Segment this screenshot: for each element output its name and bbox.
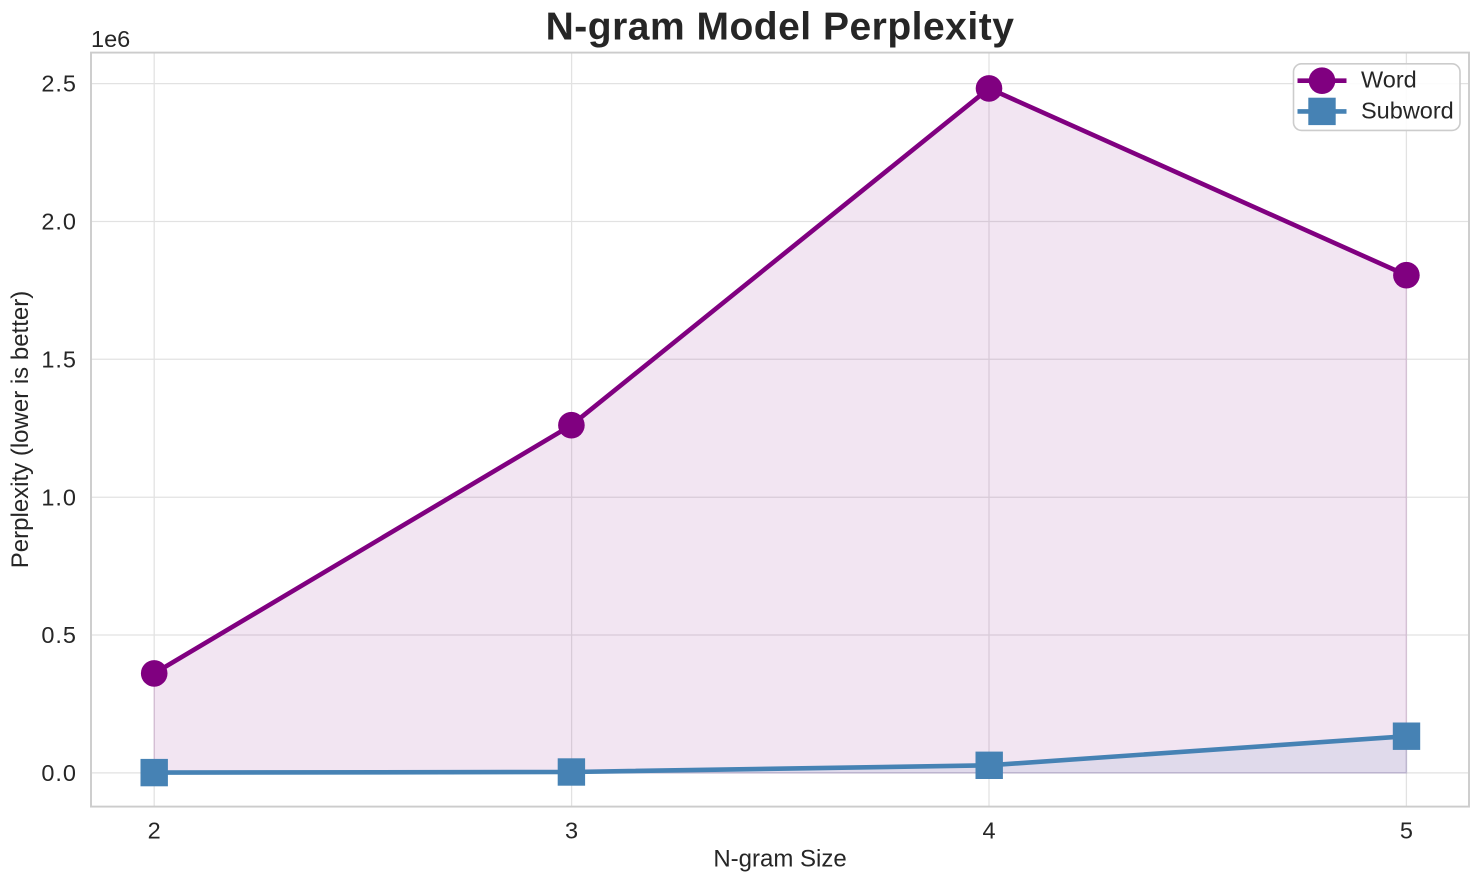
- svg-text:2: 2: [148, 817, 161, 843]
- svg-text:Perplexity (lower is better): Perplexity (lower is better): [7, 291, 34, 568]
- svg-text:4: 4: [982, 817, 995, 843]
- svg-text:Word: Word: [1361, 67, 1417, 93]
- svg-text:1e6: 1e6: [91, 26, 130, 52]
- svg-text:1.5: 1.5: [41, 346, 77, 372]
- svg-text:3: 3: [565, 817, 578, 843]
- svg-text:2.5: 2.5: [41, 71, 77, 97]
- svg-text:2.0: 2.0: [41, 209, 77, 235]
- svg-text:0.5: 0.5: [41, 622, 77, 648]
- svg-text:N-gram Size: N-gram Size: [713, 845, 846, 872]
- svg-text:1.0: 1.0: [41, 484, 77, 510]
- svg-text:N-gram Model Perplexity: N-gram Model Perplexity: [546, 6, 1015, 49]
- svg-text:0.0: 0.0: [41, 760, 77, 786]
- svg-text:Subword: Subword: [1361, 97, 1454, 123]
- svg-text:5: 5: [1400, 817, 1413, 843]
